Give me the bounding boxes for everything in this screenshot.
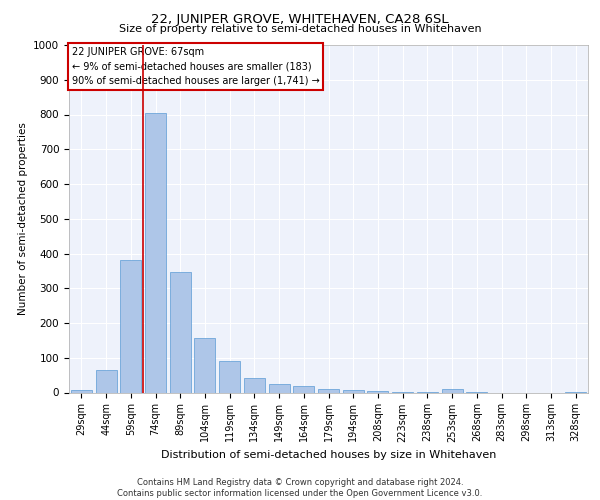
- Bar: [120, 260, 141, 392]
- Text: 22, JUNIPER GROVE, WHITEHAVEN, CA28 6SL: 22, JUNIPER GROVE, WHITEHAVEN, CA28 6SL: [151, 12, 449, 26]
- Bar: [269, 384, 290, 392]
- Bar: [293, 386, 314, 392]
- Y-axis label: Number of semi-detached properties: Number of semi-detached properties: [17, 122, 28, 315]
- Text: 22 JUNIPER GROVE: 67sqm
← 9% of semi-detached houses are smaller (183)
90% of se: 22 JUNIPER GROVE: 67sqm ← 9% of semi-det…: [71, 46, 319, 86]
- Bar: [145, 113, 166, 392]
- Bar: [343, 390, 364, 392]
- Bar: [71, 390, 92, 392]
- Bar: [170, 272, 191, 392]
- Bar: [95, 370, 116, 392]
- Bar: [244, 378, 265, 392]
- Bar: [219, 361, 240, 392]
- X-axis label: Distribution of semi-detached houses by size in Whitehaven: Distribution of semi-detached houses by …: [161, 450, 496, 460]
- Text: Size of property relative to semi-detached houses in Whitehaven: Size of property relative to semi-detach…: [119, 24, 481, 34]
- Bar: [194, 338, 215, 392]
- Text: Contains HM Land Registry data © Crown copyright and database right 2024.
Contai: Contains HM Land Registry data © Crown c…: [118, 478, 482, 498]
- Bar: [318, 389, 339, 392]
- Bar: [442, 389, 463, 392]
